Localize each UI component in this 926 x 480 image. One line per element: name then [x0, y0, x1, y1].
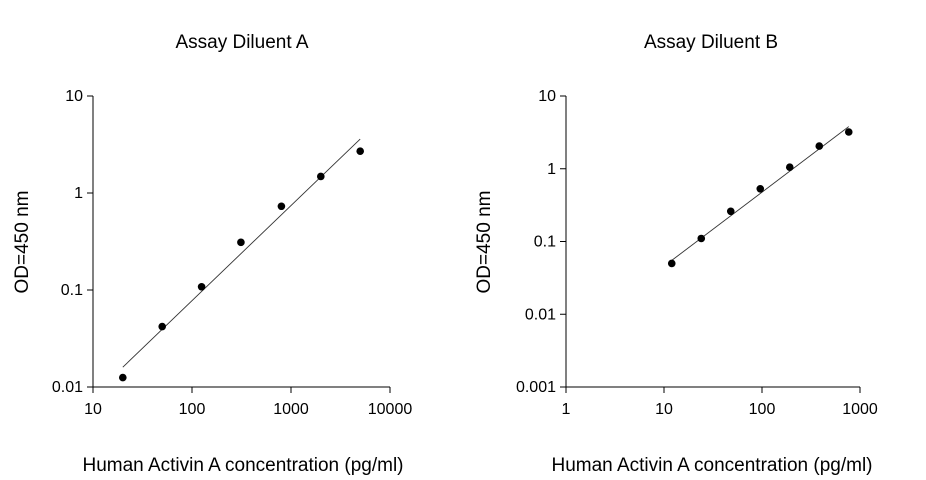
chart-assay-diluent-a: Assay Diluent A OD=450 nm Human Activin …: [12, 32, 412, 476]
y-tick-label: 1: [547, 161, 556, 178]
y-axis-label: OD=450 nm: [12, 191, 33, 294]
y-tick-label: 1: [74, 185, 83, 202]
chart-title: Assay Diluent A: [175, 32, 308, 53]
fit-line: [122, 138, 361, 368]
data-point: [756, 185, 765, 193]
data-point: [237, 238, 245, 247]
x-tick-label: 1000: [842, 401, 878, 418]
x-tick-label: 1000: [273, 401, 309, 418]
chart-assay-diluent-b: Assay Diluent B OD=450 nm Human Activin …: [474, 32, 878, 476]
data-point: [277, 202, 286, 211]
y-tick-label: 10: [65, 88, 83, 105]
y-tick-label: 0.1: [534, 234, 556, 251]
x-tick-label: 10: [84, 401, 102, 418]
y-tick-label: 0.01: [525, 306, 556, 323]
data-point: [844, 128, 853, 136]
data-point: [667, 259, 676, 268]
plot-area: 0.01 0.1 1 10 10 100 1000 10000: [52, 88, 412, 418]
x-tick-label: 100: [749, 401, 776, 418]
chart-title: Assay Diluent B: [644, 32, 778, 53]
y-tick-label: 10: [538, 88, 556, 105]
x-tick-label: 1: [562, 401, 571, 418]
plot-area: 0.001 0.01 0.1 1 10 1 10 100 1000: [516, 88, 878, 418]
x-tick-label: 10: [655, 401, 673, 418]
data-point: [317, 172, 325, 181]
y-tick-label: 0.1: [61, 282, 83, 299]
x-axis-label: Human Activin A concentration (pg/ml): [551, 455, 872, 476]
data-point: [158, 322, 166, 331]
data-point: [197, 282, 206, 291]
x-axis-label: Human Activin A concentration (pg/ml): [82, 455, 403, 476]
y-tick-label: 0.001: [516, 379, 556, 396]
data-point: [697, 234, 706, 243]
data-point: [119, 373, 127, 382]
data-point: [785, 163, 794, 172]
x-tick-label: 100: [179, 401, 206, 418]
x-tick-label: 10000: [368, 401, 413, 418]
y-tick-label: 0.01: [52, 379, 83, 396]
data-point: [356, 147, 364, 155]
data-point: [726, 207, 735, 216]
data-point: [815, 142, 824, 150]
y-axis-label: OD=450 nm: [474, 191, 495, 294]
